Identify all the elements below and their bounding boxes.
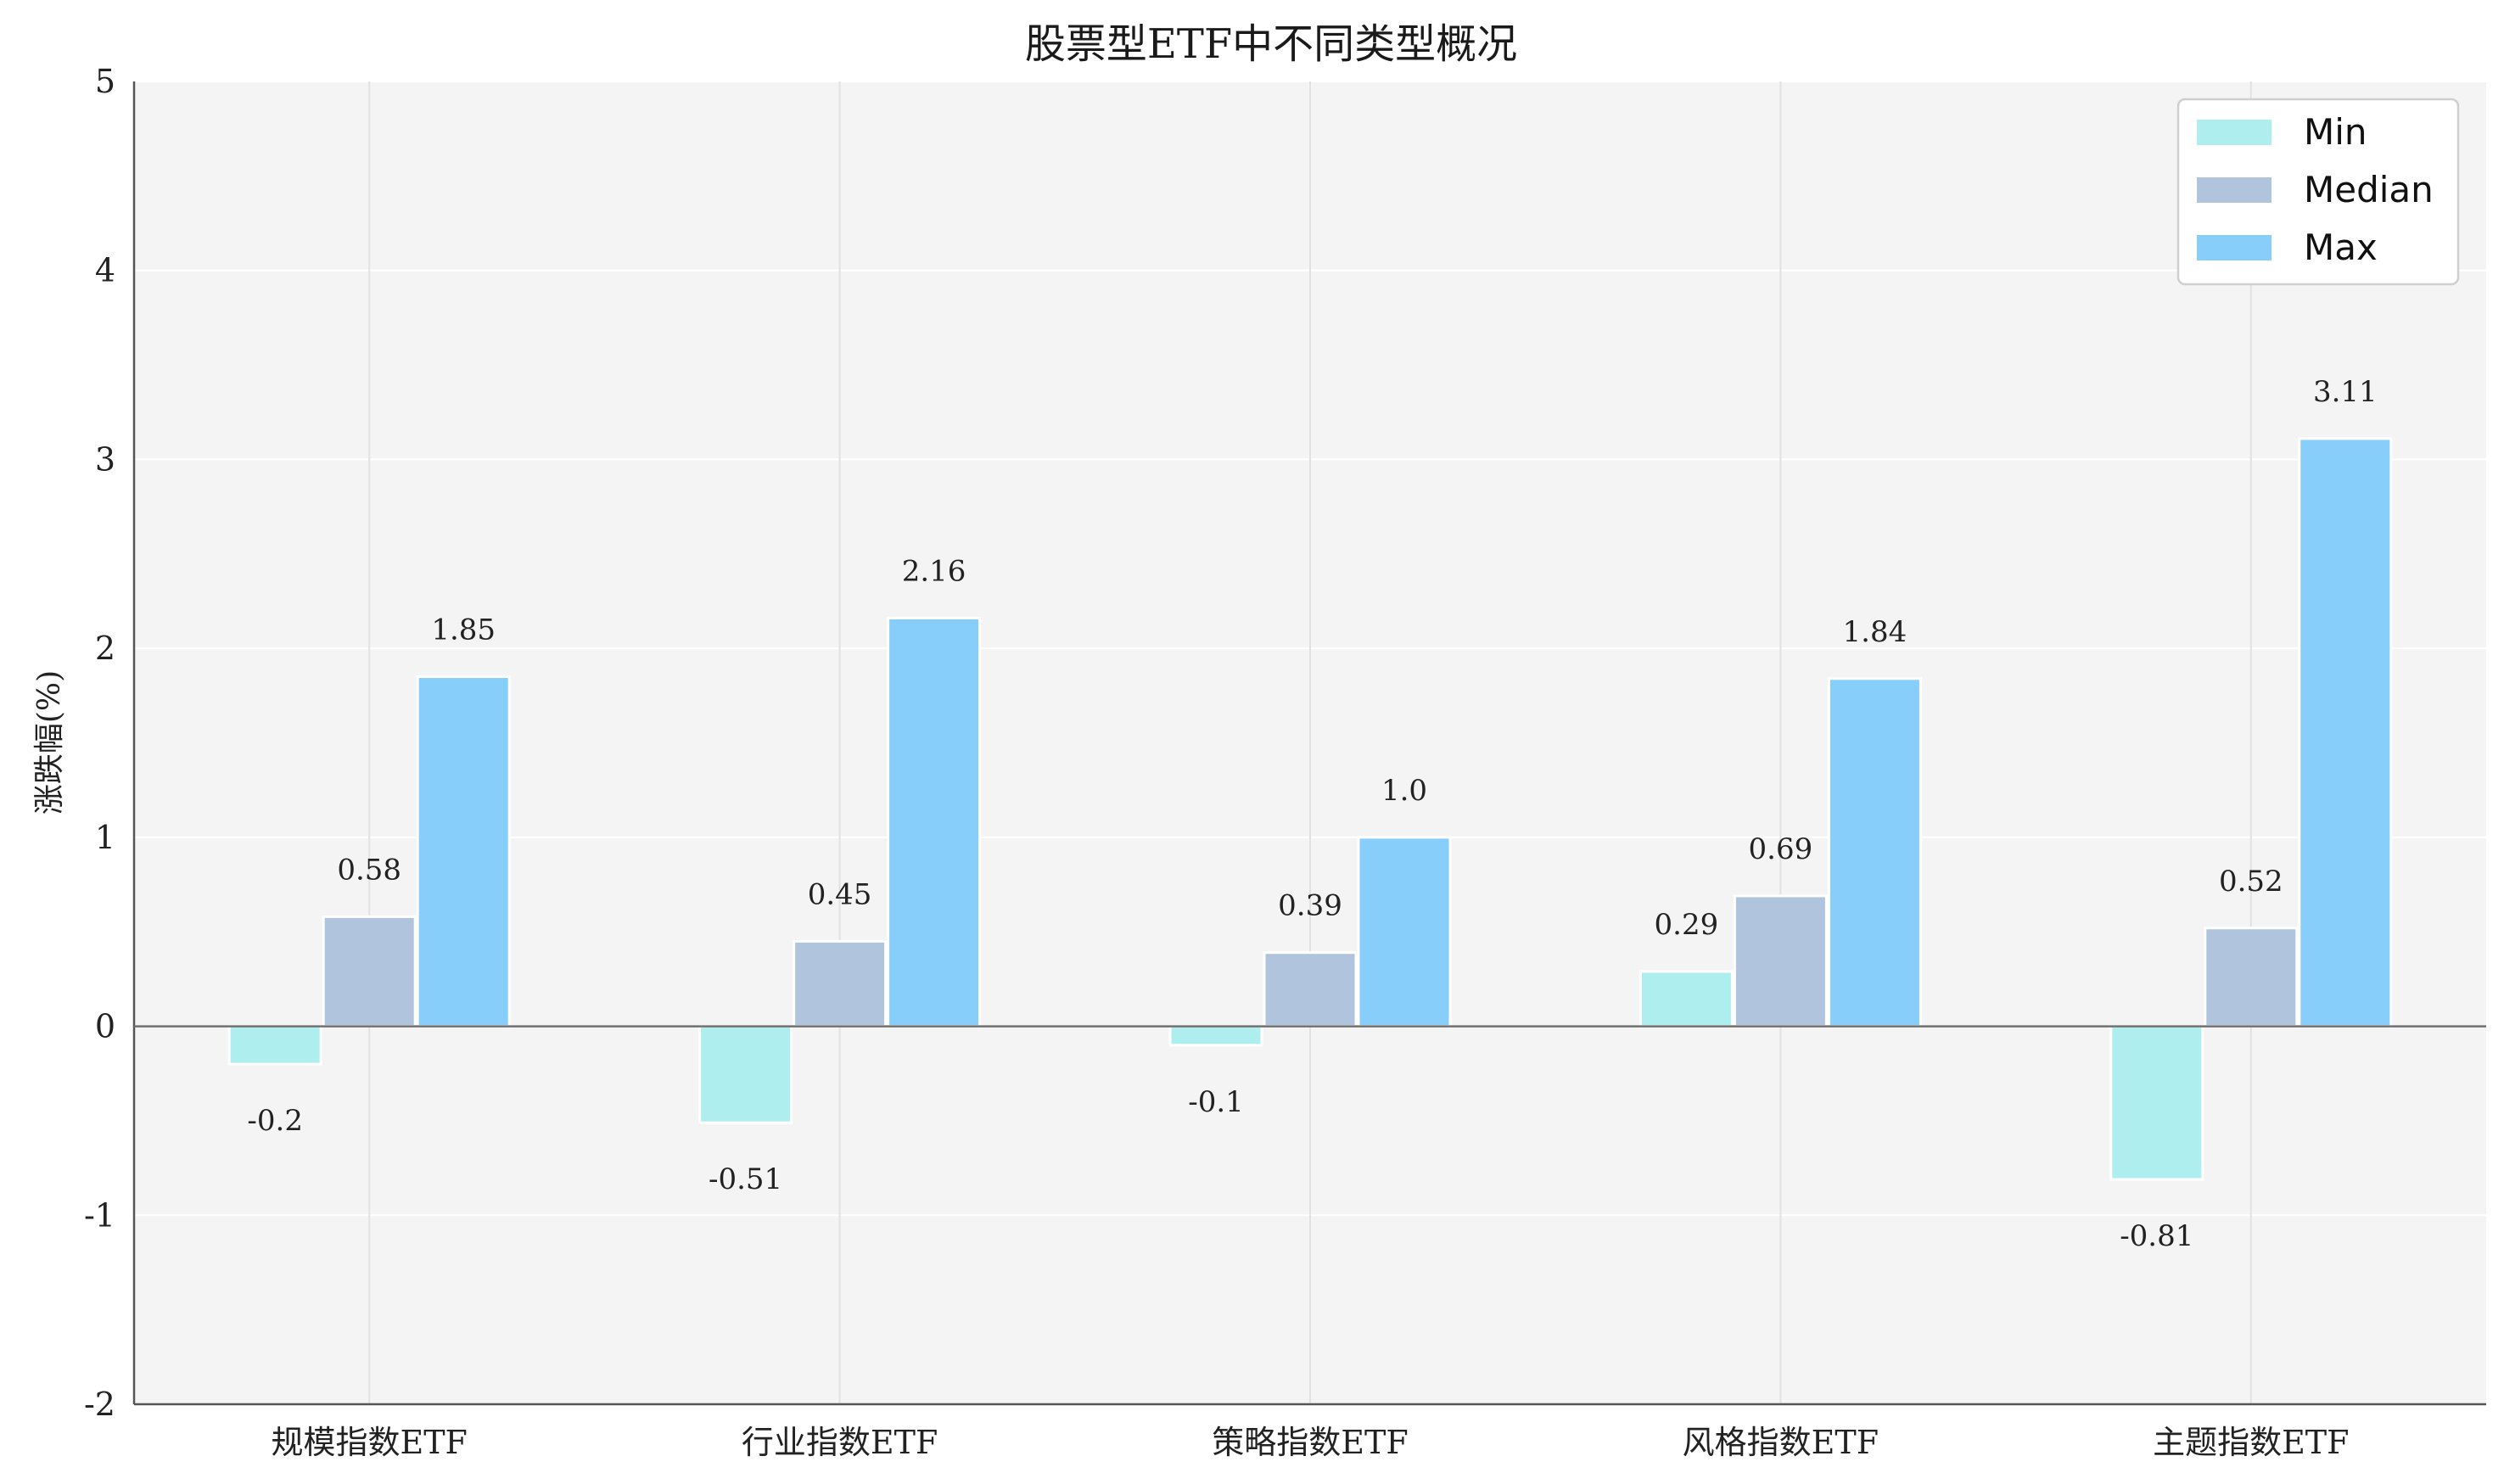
bar-median xyxy=(793,939,888,1028)
data-label: 0.39 xyxy=(1278,889,1342,923)
legend-label-min: Min xyxy=(2304,111,2367,153)
bar-min xyxy=(1639,970,1734,1028)
bar-min xyxy=(1168,1025,1263,1047)
legend-swatch-min xyxy=(2197,120,2272,145)
x-tick-label: 行业指数ETF xyxy=(742,1424,938,1461)
bar-max xyxy=(2298,437,2393,1028)
data-label: 0.69 xyxy=(1749,832,1813,866)
chart-title: 股票型ETF中不同类型概况 xyxy=(1025,20,1517,68)
data-label: -0.1 xyxy=(1188,1085,1244,1119)
legend-swatch-max xyxy=(2197,235,2272,260)
bar-min xyxy=(227,1025,322,1066)
x-tick-label: 风格指数ETF xyxy=(1683,1424,1879,1461)
bar-max xyxy=(416,675,511,1028)
y-tick-label: 5 xyxy=(95,63,115,100)
bars xyxy=(227,437,2393,1181)
bar-median xyxy=(2204,927,2299,1028)
y-tick-label: 2 xyxy=(95,630,115,667)
legend: Min Median Max xyxy=(2176,98,2460,286)
bar-max xyxy=(887,617,982,1028)
data-label: 1.0 xyxy=(1381,774,1427,808)
legend-label-max: Max xyxy=(2304,227,2378,268)
bar-max xyxy=(1357,836,1452,1028)
x-tick-label: 规模指数ETF xyxy=(271,1424,467,1461)
y-tick-labels: -2 -1 0 1 2 3 4 5 xyxy=(84,63,115,1423)
data-label: 0.58 xyxy=(337,853,401,887)
y-tick-label: 3 xyxy=(95,440,115,478)
data-label: -0.51 xyxy=(709,1162,782,1196)
data-label: -0.2 xyxy=(247,1104,303,1138)
bar-median xyxy=(1733,894,1828,1028)
data-label: -0.81 xyxy=(2120,1219,2193,1253)
bar-max xyxy=(1827,677,1922,1028)
data-label: 1.84 xyxy=(1843,615,1907,649)
y-tick-label: 0 xyxy=(95,1008,115,1045)
x-tick-labels: 规模指数ETF 行业指数ETF 策略指数ETF 风格指数ETF 主题指数ETF xyxy=(271,1424,2349,1461)
y-tick-label: 4 xyxy=(95,252,115,289)
legend-label-median: Median xyxy=(2304,169,2434,210)
data-label: 3.11 xyxy=(2313,375,2378,409)
data-label: 1.85 xyxy=(431,613,496,647)
data-label: 0.45 xyxy=(808,877,872,911)
x-tick-label: 策略指数ETF xyxy=(1212,1424,1408,1461)
data-label: 0.29 xyxy=(1655,908,1719,942)
data-label: 2.16 xyxy=(902,555,966,589)
x-tick-label: 主题指数ETF xyxy=(2153,1424,2349,1461)
bar-median xyxy=(1263,951,1358,1028)
data-labels: -0.2 0.58 1.85 -0.51 0.45 2.16 -0.1 0.39 1.0 0.29… xyxy=(247,375,2377,1253)
axes xyxy=(132,81,2486,1406)
legend-swatch-median xyxy=(2197,177,2272,203)
bar-min xyxy=(698,1025,793,1124)
data-label: 0.52 xyxy=(2219,865,2283,899)
y-tick-label: 1 xyxy=(95,819,115,856)
y-tick-label: -1 xyxy=(84,1196,115,1234)
bar-median xyxy=(322,915,417,1028)
bar-min xyxy=(2109,1025,2204,1181)
y-tick-label: -2 xyxy=(84,1386,115,1423)
y-axis-label: 涨跌幅(%) xyxy=(32,670,67,815)
